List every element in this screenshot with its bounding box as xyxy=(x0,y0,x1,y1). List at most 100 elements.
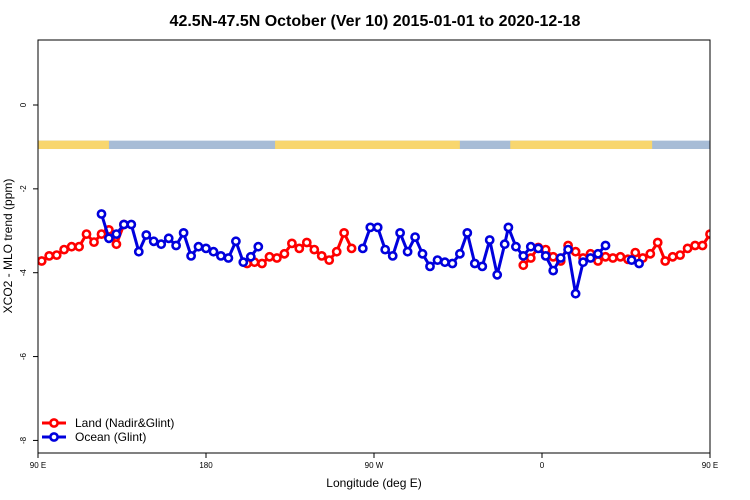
y-tick-label: -6 xyxy=(19,352,28,360)
data-point xyxy=(447,258,458,269)
data-point xyxy=(96,229,107,239)
x-tick-label: 90 W xyxy=(365,461,384,470)
data-point xyxy=(324,255,335,265)
data-point xyxy=(208,246,219,257)
data-point xyxy=(454,248,465,259)
data-point xyxy=(736,221,743,228)
data-point xyxy=(525,253,536,263)
data-point xyxy=(705,229,710,239)
data-point xyxy=(111,239,122,250)
data-point xyxy=(253,241,264,252)
legend-swatch-marker xyxy=(49,418,59,428)
data-point xyxy=(492,269,503,280)
data-point xyxy=(439,257,450,268)
data-point xyxy=(357,243,368,254)
data-point xyxy=(410,232,420,242)
x-tick-label: 0 xyxy=(540,461,545,470)
data-point xyxy=(66,241,77,252)
data-point xyxy=(81,229,92,239)
data-point xyxy=(193,241,204,252)
y-tick-label: 0 xyxy=(19,102,28,107)
legend-item-land: Land (Nadir&Glint) xyxy=(42,416,174,430)
data-point xyxy=(294,243,305,254)
data-point xyxy=(215,250,226,261)
data-point xyxy=(96,209,107,219)
data-point xyxy=(736,241,743,248)
data-point xyxy=(729,231,736,238)
chart-title: 42.5N-47.5N October (Ver 10) 2015-01-01 … xyxy=(170,13,581,30)
series-line-segment xyxy=(361,225,607,296)
data-point xyxy=(533,243,544,254)
data-point xyxy=(462,227,473,238)
data-point xyxy=(44,250,55,261)
data-point xyxy=(156,239,167,250)
data-point xyxy=(372,222,383,233)
data-point xyxy=(630,247,641,258)
data-point xyxy=(540,250,551,261)
data-point xyxy=(257,258,267,269)
data-point xyxy=(395,227,405,238)
data-point xyxy=(186,250,196,261)
data-point xyxy=(264,251,275,262)
legend: Land (Nadir&Glint)Ocean (Glint) xyxy=(42,416,174,444)
data-point xyxy=(126,219,137,230)
data-point xyxy=(201,243,211,254)
data-point xyxy=(178,227,189,238)
data-point xyxy=(548,265,559,276)
data-point xyxy=(111,229,122,239)
y-tick-label: -2 xyxy=(19,185,28,193)
data-point xyxy=(600,251,611,262)
land-ocean-mask xyxy=(38,140,710,150)
data-point xyxy=(89,237,99,247)
data-point xyxy=(525,241,536,252)
data-point xyxy=(626,255,637,265)
data-point xyxy=(714,210,721,217)
data-point xyxy=(585,253,596,263)
land-strip-1 xyxy=(275,140,460,150)
data-point xyxy=(570,246,581,257)
data-point xyxy=(339,227,349,238)
data-point xyxy=(518,250,529,261)
data-point xyxy=(682,243,693,254)
legend-item-ocean: Ocean (Glint) xyxy=(42,430,146,444)
data-point xyxy=(402,246,413,257)
data-point xyxy=(469,258,480,269)
y-axis-label: XCO2 - MLO trend (ppm) xyxy=(1,179,15,314)
land-strip-0 xyxy=(38,140,109,150)
data-point xyxy=(484,235,495,245)
data-point xyxy=(346,243,357,254)
data-point xyxy=(634,258,644,269)
data-point xyxy=(279,248,290,259)
data-point xyxy=(51,250,62,260)
data-point xyxy=(148,236,159,247)
data-point xyxy=(503,222,514,233)
series-line-segment xyxy=(718,214,750,252)
data-point xyxy=(744,222,750,229)
data-point xyxy=(230,236,241,247)
x-axis: 90 E 180 90 W 0 90 E xyxy=(30,453,718,470)
legend-swatch-marker xyxy=(49,432,59,442)
data-point xyxy=(667,251,678,262)
data-point xyxy=(417,248,428,259)
data-point xyxy=(593,248,603,259)
data-point xyxy=(697,240,708,251)
y-tick-label: -8 xyxy=(19,436,28,444)
data-point xyxy=(578,257,588,268)
data-point xyxy=(74,241,84,252)
data-point xyxy=(301,237,312,248)
data-point xyxy=(652,237,663,248)
series-layer xyxy=(38,209,750,299)
data-point xyxy=(600,240,611,251)
data-point xyxy=(425,261,435,272)
data-point xyxy=(660,256,671,266)
y-axis: 0 -2 -4 -6 -8 xyxy=(19,102,38,444)
data-point xyxy=(744,221,750,228)
data-point xyxy=(729,225,736,232)
data-point xyxy=(38,256,47,266)
data-point xyxy=(271,253,282,263)
data-point xyxy=(309,244,320,255)
data-point xyxy=(721,231,728,238)
data-point xyxy=(615,251,626,262)
data-point xyxy=(223,253,234,263)
